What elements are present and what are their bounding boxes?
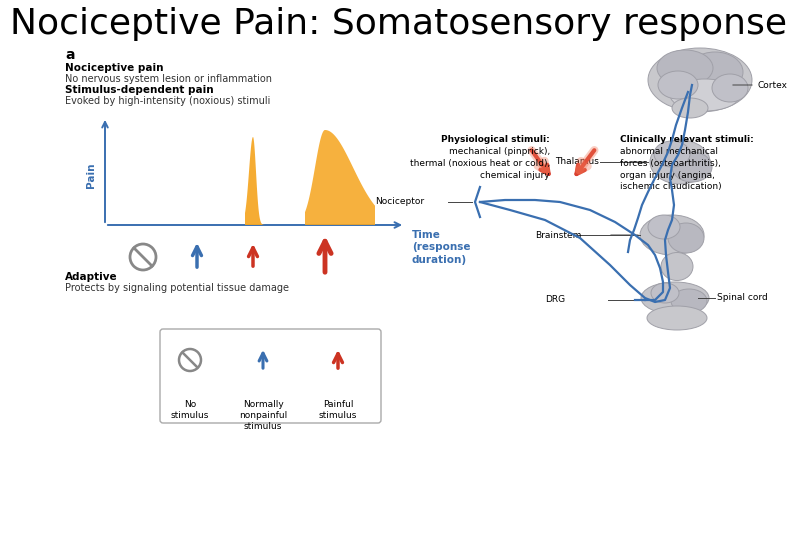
Text: Painful
stimulus: Painful stimulus [319,400,357,420]
Ellipse shape [648,48,752,112]
Text: mechanical (pinprick),
thermal (noxious heat or cold),
chemical injury: mechanical (pinprick), thermal (noxious … [410,147,550,180]
Ellipse shape [657,50,713,86]
Text: Nociceptive Pain: Somatosensory response: Nociceptive Pain: Somatosensory response [10,7,787,41]
Text: Nociceptive pain: Nociceptive pain [65,63,164,73]
Text: abnormal mechanical
forces (osteoarthritis),
organ injury (angina,
ischemic clau: abnormal mechanical forces (osteoarthrit… [620,147,722,191]
Text: Time
(response
duration): Time (response duration) [412,230,471,265]
Ellipse shape [648,215,680,239]
Ellipse shape [671,289,707,313]
FancyBboxPatch shape [160,329,381,423]
Text: Stimulus-dependent pain: Stimulus-dependent pain [65,85,214,95]
Text: Protects by signaling potential tissue damage: Protects by signaling potential tissue d… [65,283,289,293]
Text: Spinal cord: Spinal cord [717,294,768,302]
Ellipse shape [672,152,712,182]
Polygon shape [305,130,375,225]
Ellipse shape [647,306,707,330]
Polygon shape [245,137,265,225]
Text: Physiological stimuli:: Physiological stimuli: [441,135,550,144]
Ellipse shape [712,74,748,102]
Text: Thalamus: Thalamus [555,158,599,166]
Text: No nervous system lesion or inflammation: No nervous system lesion or inflammation [65,74,272,84]
Ellipse shape [654,141,690,167]
Text: Adaptive: Adaptive [65,272,117,282]
Ellipse shape [640,215,704,255]
Ellipse shape [672,98,708,118]
Text: Cortex: Cortex [757,80,787,90]
Ellipse shape [687,52,743,92]
Text: No
stimulus: No stimulus [171,400,209,420]
Text: Nociceptor: Nociceptor [375,198,424,206]
Ellipse shape [651,283,679,303]
Ellipse shape [658,71,698,99]
Text: Brainstem: Brainstem [535,231,582,240]
Ellipse shape [661,253,693,280]
Text: Normally
nonpainful
stimulus: Normally nonpainful stimulus [239,400,287,431]
Ellipse shape [650,140,710,184]
Ellipse shape [670,79,740,111]
Text: DRG: DRG [545,295,565,305]
Ellipse shape [668,223,704,253]
Text: Pain: Pain [86,162,96,188]
Text: Clinically relevant stimuli:: Clinically relevant stimuli: [620,135,754,144]
Text: a: a [65,48,75,62]
Ellipse shape [641,282,709,314]
Text: Evoked by high-intensity (noxious) stimuli: Evoked by high-intensity (noxious) stimu… [65,96,271,106]
